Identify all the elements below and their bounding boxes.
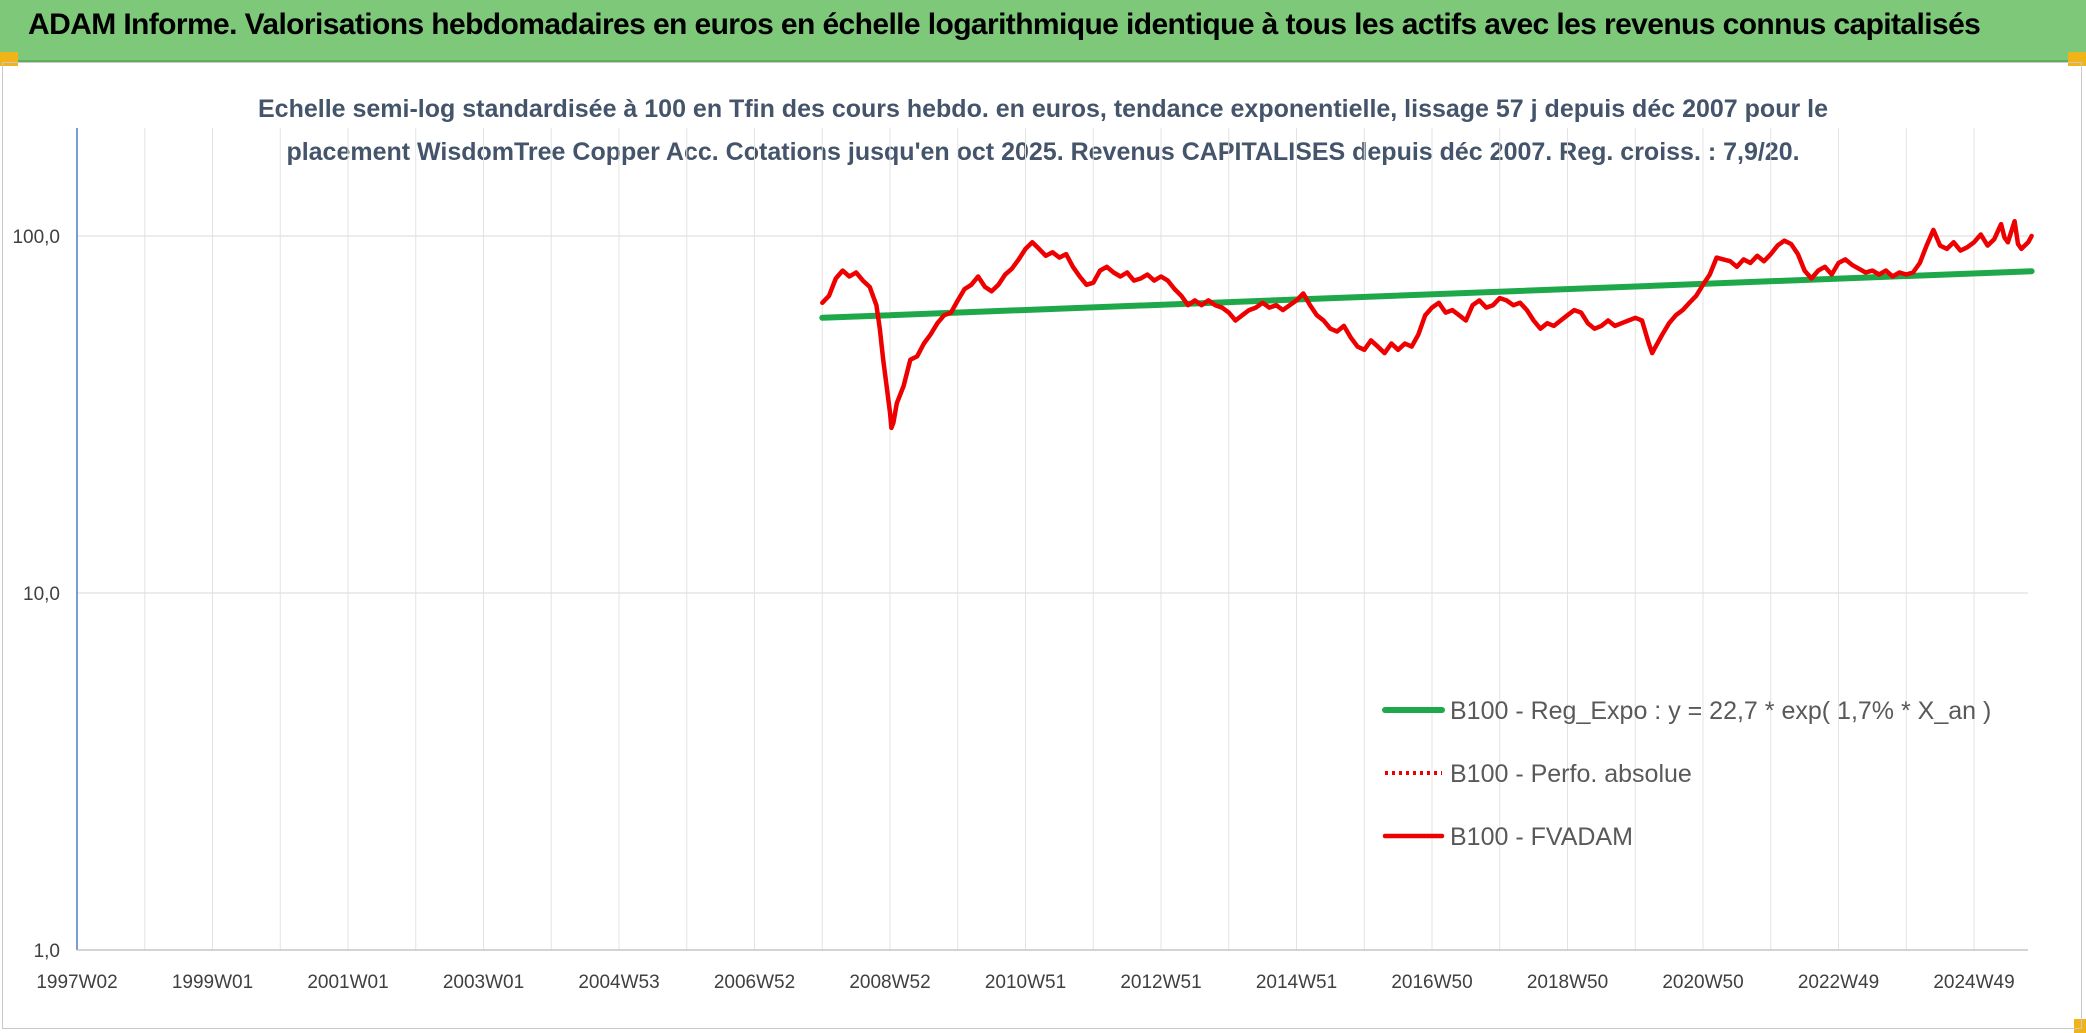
x-tick-label: 1997W02: [36, 972, 117, 993]
x-tick-label: 2018W50: [1527, 972, 1608, 993]
fvadam-line: [820, 218, 2034, 431]
report-title: ADAM Informe. Valorisations hebdomadaire…: [28, 8, 1981, 41]
x-tick-label: 2014W51: [1256, 972, 1337, 993]
x-tick-label: 2010W51: [985, 972, 1066, 993]
legend-label: B100 - FVADAM: [1450, 823, 1633, 851]
x-tick-label: 2020W50: [1662, 972, 1743, 993]
x-tick-label: 2024W49: [1933, 972, 2014, 993]
chart-title: Echelle semi-log standardisée à 100 en T…: [250, 88, 1836, 174]
y-tick-label: 1,0: [34, 941, 60, 962]
y-tick-label: 100,0: [12, 227, 60, 248]
y-tick-label: 10,0: [23, 584, 60, 605]
x-tick-label: 1999W01: [172, 972, 253, 993]
header-banner: ADAM Informe. Valorisations hebdomadaire…: [0, 0, 2086, 62]
legend-label: B100 - Perfo. absolue: [1450, 760, 1692, 788]
x-tick-label: 2012W51: [1120, 972, 1201, 993]
chart-title-line-2: placement WisdomTree Copper Acc. Cotatio…: [286, 138, 1800, 166]
x-tick-label: 2016W50: [1391, 972, 1472, 993]
x-tick-label: 2022W49: [1798, 972, 1879, 993]
corner-accent-bottom-right: [2074, 1019, 2086, 1033]
legend-label: B100 - Reg_Expo : y = 22,7 * exp( 1,7% *…: [1450, 697, 1991, 725]
chart-title-line-1: Echelle semi-log standardisée à 100 en T…: [258, 95, 1828, 123]
x-tick-label: 2001W01: [307, 972, 388, 993]
x-tick-label: 2008W52: [849, 972, 930, 993]
reg-expo-line: [819, 268, 2035, 321]
chart-frame: [2, 62, 2082, 1029]
x-tick-label: 2006W52: [714, 972, 795, 993]
x-tick-label: 2003W01: [443, 972, 524, 993]
x-tick-label: 2004W53: [578, 972, 659, 993]
